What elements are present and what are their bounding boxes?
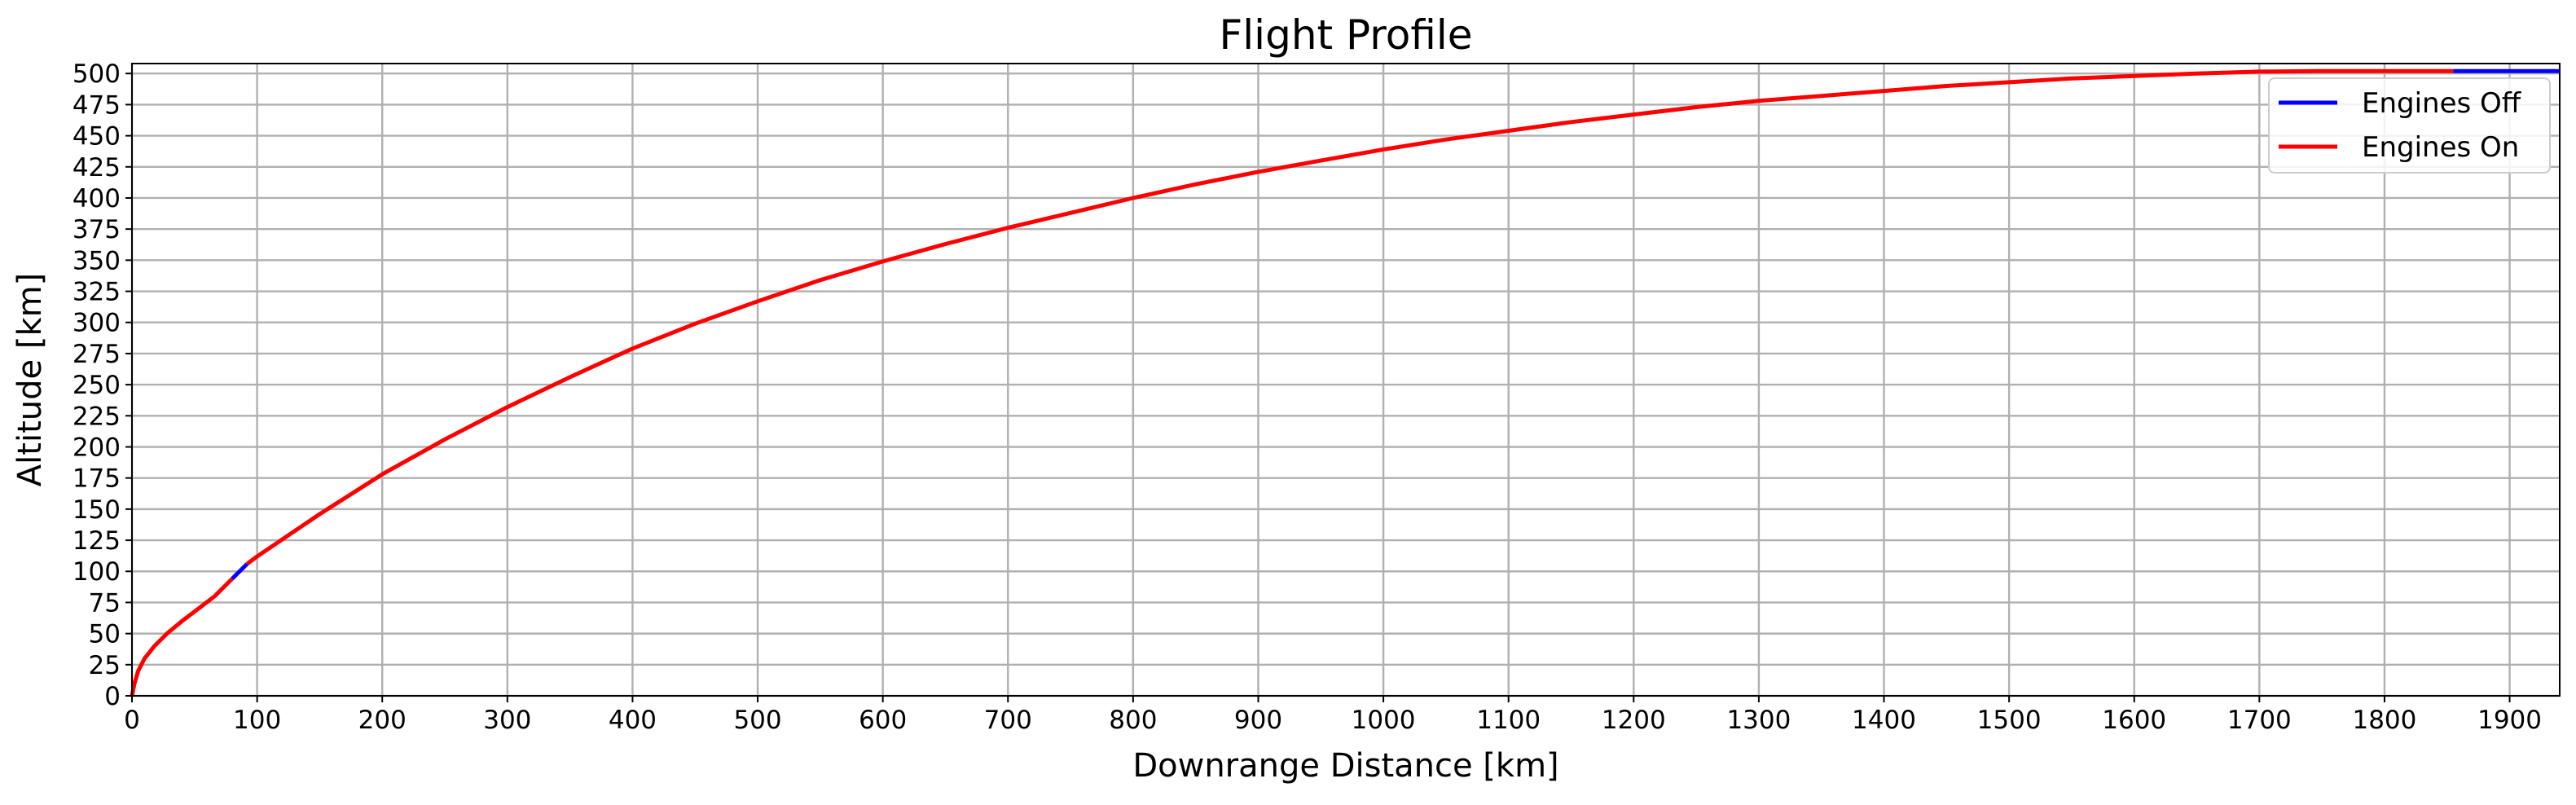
- y-tick-label: 50: [89, 620, 121, 649]
- x-tick-label: 1200: [1602, 706, 1666, 735]
- y-tick-label: 425: [73, 153, 121, 183]
- legend-box: [2268, 77, 2551, 174]
- legend-label-engines-on: Engines On: [2362, 131, 2519, 164]
- x-tick-label: 700: [984, 706, 1032, 735]
- legend-label-engines-off: Engines Off: [2362, 87, 2522, 120]
- y-tick-label: 25: [89, 651, 121, 680]
- x-tick-label: 1800: [2352, 706, 2416, 735]
- y-tick-label: 475: [73, 90, 121, 120]
- y-axis-label: Altitude [km]: [11, 273, 49, 486]
- y-tick-label: 375: [73, 215, 121, 244]
- x-tick-label: 1300: [1726, 706, 1791, 735]
- y-tick-label: 350: [73, 246, 121, 275]
- y-tick-label: 500: [73, 59, 121, 89]
- x-tick-label: 500: [733, 706, 781, 735]
- chart-title: Flight Profile: [1220, 11, 1473, 59]
- x-tick-label: 1100: [1476, 706, 1541, 735]
- y-tick-label: 150: [73, 495, 121, 525]
- y-tick-label: 250: [73, 371, 121, 400]
- engines-on-line: [130, 577, 234, 697]
- x-tick-label: 400: [609, 706, 657, 735]
- x-tick-label: 100: [233, 706, 281, 735]
- x-tick-label: 1900: [2477, 706, 2542, 735]
- engines-on-line: [245, 68, 2454, 566]
- y-tick-label: 125: [73, 526, 121, 556]
- x-axis-label: Downrange Distance [km]: [1132, 747, 1558, 785]
- series-lines: [130, 68, 2560, 697]
- x-tick-label: 1600: [2102, 706, 2166, 735]
- axis-ticks: 0 100 200 300 400 500 600 700 800 900 1000 1100 1200…: [73, 59, 2542, 735]
- x-tick-label: 200: [358, 706, 407, 735]
- x-tick-label: 800: [1109, 706, 1157, 735]
- y-tick-label: 325: [73, 278, 121, 307]
- x-tick-label: 600: [859, 706, 907, 735]
- y-tick-label: 450: [73, 122, 121, 152]
- x-tick-label: 1500: [1977, 706, 2042, 735]
- x-tick-label: 1400: [1852, 706, 1916, 735]
- y-tick-label: 300: [73, 309, 121, 338]
- y-tick-label: 100: [73, 557, 121, 587]
- y-tick-label: 275: [73, 340, 121, 369]
- y-tick-label: 200: [73, 433, 121, 462]
- plot-frame: [131, 63, 2561, 697]
- y-tick-label: 75: [89, 588, 121, 618]
- x-tick-label: 0: [124, 706, 140, 735]
- x-tick-label: 300: [483, 706, 531, 735]
- x-tick-label: 900: [1234, 706, 1282, 735]
- engines-off-line: [231, 562, 249, 581]
- y-tick-label: 0: [104, 682, 121, 711]
- x-tick-label: 1700: [2227, 706, 2292, 735]
- legend: Engines Off Engines On: [2268, 77, 2551, 174]
- y-tick-label: 225: [73, 402, 121, 431]
- y-tick-label: 175: [73, 464, 121, 494]
- x-tick-label: 1000: [1352, 706, 1416, 735]
- y-tick-label: 400: [73, 184, 121, 213]
